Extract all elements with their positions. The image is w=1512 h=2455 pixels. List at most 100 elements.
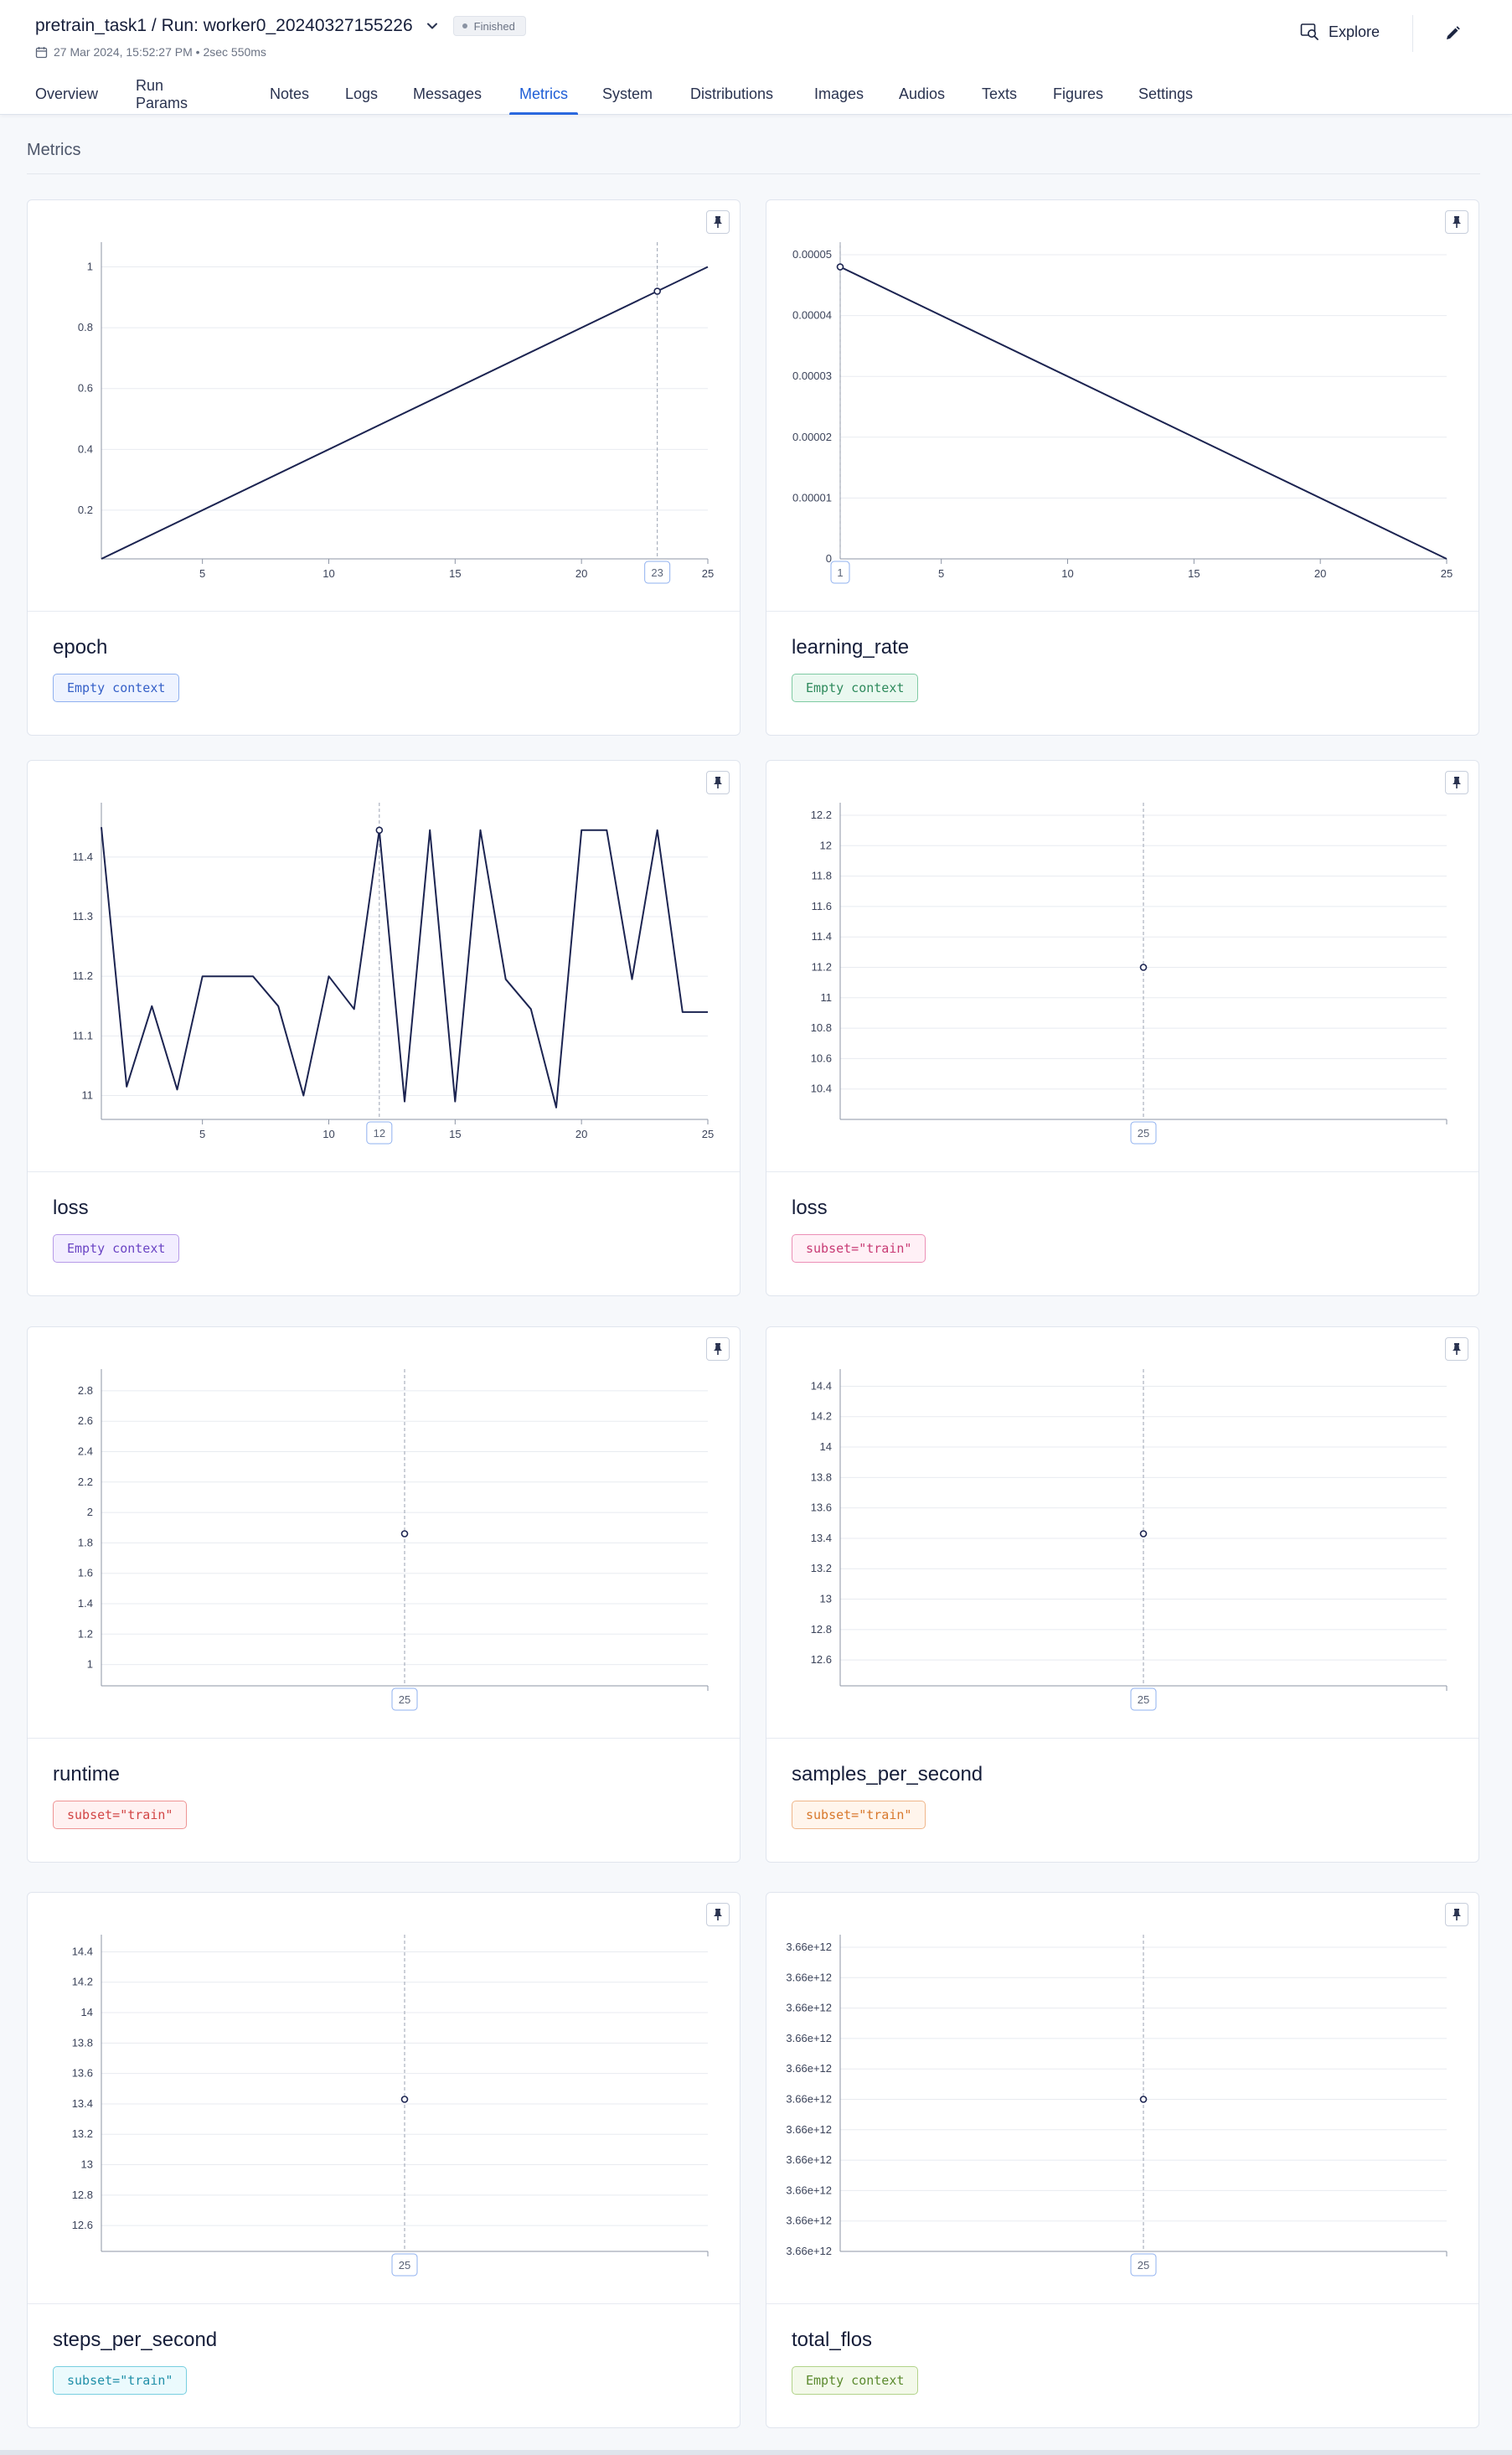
- chevron-down-icon[interactable]: [425, 18, 440, 34]
- metric-chart[interactable]: 12.6 12.8 13 13.2 13.4 13.6 13.8 14 14.2 14.4 25: [766, 1327, 1478, 1738]
- card-divider: [28, 1171, 740, 1172]
- x-tick-label: 10: [323, 1128, 334, 1140]
- data-point[interactable]: [375, 826, 384, 835]
- y-tick-label: 0.2: [78, 504, 93, 516]
- x-tick-label: 15: [449, 1128, 461, 1140]
- series-line[interactable]: [839, 266, 1447, 560]
- y-tick-label: 0.8: [78, 321, 93, 333]
- run-meta: 27 Mar 2024, 15:52:27 PM • 2sec 550ms: [35, 45, 266, 59]
- tab-overview[interactable]: Overview: [35, 85, 99, 102]
- data-point[interactable]: [1139, 1530, 1148, 1538]
- metric-chart[interactable]: 12.6 12.8 13 13.2 13.4 13.6 13.8 14 14.2 14.4 25: [28, 1893, 740, 2303]
- series-line[interactable]: [101, 827, 708, 1109]
- y-tick-label: 3.66e+12: [786, 2215, 832, 2227]
- metric-card: 3.66e+12 3.66e+12 3.66e+12 3.66e+12 3.66e+12…: [766, 1892, 1479, 2428]
- x-tick-label: 25: [702, 567, 714, 580]
- tab-distributions[interactable]: Distributions: [690, 85, 774, 102]
- explore-button[interactable]: Explore: [1290, 15, 1390, 49]
- y-tick-label: 13.6: [811, 1501, 832, 1514]
- data-point[interactable]: [1139, 2096, 1148, 2103]
- y-tick-label: 11.1: [73, 1029, 93, 1041]
- tab-system[interactable]: System: [602, 85, 653, 102]
- pin-button[interactable]: [706, 771, 730, 794]
- card-divider: [28, 1738, 740, 1739]
- metric-card: 12.6 12.8 13 13.2 13.4 13.6 13.8 14 14.2 14.4 25 sa…: [766, 1326, 1479, 1863]
- hover-x-label: 25: [399, 1693, 410, 1706]
- pin-button[interactable]: [1445, 210, 1468, 234]
- edit-button[interactable]: [1437, 18, 1468, 49]
- metric-chart[interactable]: 1 1.2 1.4 1.6 1.8 2 2.2 2.4 2.6 2.8 25: [28, 1327, 740, 1738]
- y-tick-label: 13.2: [72, 2127, 93, 2140]
- tab-metrics[interactable]: Metrics: [509, 74, 578, 115]
- x-tick-label: 5: [199, 1128, 205, 1140]
- run-date-duration: 27 Mar 2024, 15:52:27 PM • 2sec 550ms: [54, 45, 266, 59]
- header-divider: [1412, 15, 1413, 52]
- data-point[interactable]: [653, 287, 661, 295]
- y-tick-label: 13.6: [72, 2067, 93, 2080]
- metric-name: loss: [53, 1196, 89, 1219]
- card-divider: [28, 2303, 740, 2304]
- y-tick-label: 3.66e+12: [786, 2093, 832, 2106]
- tab-texts[interactable]: Texts: [982, 85, 1018, 102]
- status-badge: Finished: [452, 16, 526, 36]
- tab-figures[interactable]: Figures: [1053, 85, 1104, 102]
- tab-run-params[interactable]: Run Params: [136, 76, 188, 111]
- pin-icon: [1453, 1909, 1461, 1920]
- y-tick-label: 11: [821, 991, 833, 1004]
- y-tick-label: 11.8: [812, 870, 832, 882]
- y-tick-label: 14: [820, 1440, 832, 1453]
- pin-icon: [714, 216, 722, 228]
- y-tick-label: 0.6: [78, 382, 93, 395]
- context-badge: subset="train": [792, 1234, 926, 1263]
- x-tick-label: 25: [702, 1128, 714, 1140]
- x-tick-label: 10: [1061, 567, 1073, 580]
- metric-chart[interactable]: 10.4 10.6 10.8 11 11.2 11.4 11.6 11.8 12 12.2 25: [766, 761, 1478, 1171]
- y-tick-label: 3.66e+12: [786, 1971, 832, 1983]
- pin-button[interactable]: [706, 1337, 730, 1361]
- y-tick-label: 11.4: [73, 850, 93, 863]
- y-tick-label: 0.00002: [792, 431, 832, 443]
- y-tick-label: 10.6: [811, 1052, 832, 1064]
- y-tick-label: 11.2: [73, 969, 93, 982]
- metric-card: 11 11.1 11.2 11.3 11.4 5 10 15 20 25 12 loss Empty c…: [27, 760, 741, 1296]
- pin-button[interactable]: [706, 210, 730, 234]
- series-line[interactable]: [101, 266, 709, 560]
- x-tick-label: 5: [938, 567, 944, 580]
- y-tick-label: 14.2: [72, 1976, 93, 1988]
- metric-chart[interactable]: 11 11.1 11.2 11.3 11.4 5 10 15 20 25 12: [28, 761, 740, 1171]
- hover-x-label: 25: [1138, 2259, 1149, 2272]
- x-tick-label: 20: [575, 567, 587, 580]
- pin-button[interactable]: [1445, 1903, 1468, 1926]
- tab-logs[interactable]: Logs: [345, 85, 379, 102]
- data-point[interactable]: [400, 2096, 409, 2103]
- data-point[interactable]: [400, 1530, 409, 1538]
- tab-settings[interactable]: Settings: [1138, 85, 1194, 102]
- x-tick-label: 10: [323, 567, 334, 580]
- context-badge: subset="train": [792, 1801, 926, 1829]
- tab-notes[interactable]: Notes: [270, 85, 310, 102]
- status-label: Finished: [473, 19, 515, 33]
- hover-x-label: 12: [374, 1127, 385, 1140]
- pin-icon: [714, 777, 722, 788]
- y-tick-label: 0: [826, 552, 832, 565]
- hover-x-label-box: [1130, 1687, 1157, 1711]
- tab-audios[interactable]: Audios: [899, 85, 946, 102]
- pin-button[interactable]: [1445, 1337, 1468, 1361]
- data-point[interactable]: [836, 263, 844, 271]
- metric-chart[interactable]: 3.66e+12 3.66e+12 3.66e+12 3.66e+12 3.66e+12…: [766, 1893, 1478, 2303]
- data-point[interactable]: [1139, 964, 1148, 971]
- y-tick-label: 3.66e+12: [786, 2032, 832, 2044]
- tab-messages[interactable]: Messages: [413, 85, 482, 102]
- y-tick-label: 0.4: [78, 442, 93, 455]
- run-title[interactable]: pretrain_task1 / Run: worker0_2024032715…: [35, 16, 413, 35]
- metric-chart[interactable]: 0 0.00001 0.00002 0.00003 0.00004 0.00005 5 10 1…: [766, 200, 1478, 611]
- y-tick-label: 2.4: [78, 1445, 93, 1457]
- metric-card: 12.6 12.8 13 13.2 13.4 13.6 13.8 14 14.2 14.4 25 st…: [27, 1892, 741, 2428]
- y-tick-label: 3.66e+12: [786, 2062, 832, 2075]
- pin-icon: [714, 1909, 722, 1920]
- scrollbar-track[interactable]: [0, 2450, 1512, 2455]
- tab-images[interactable]: Images: [814, 85, 864, 102]
- pin-button[interactable]: [1445, 771, 1468, 794]
- pin-button[interactable]: [706, 1903, 730, 1926]
